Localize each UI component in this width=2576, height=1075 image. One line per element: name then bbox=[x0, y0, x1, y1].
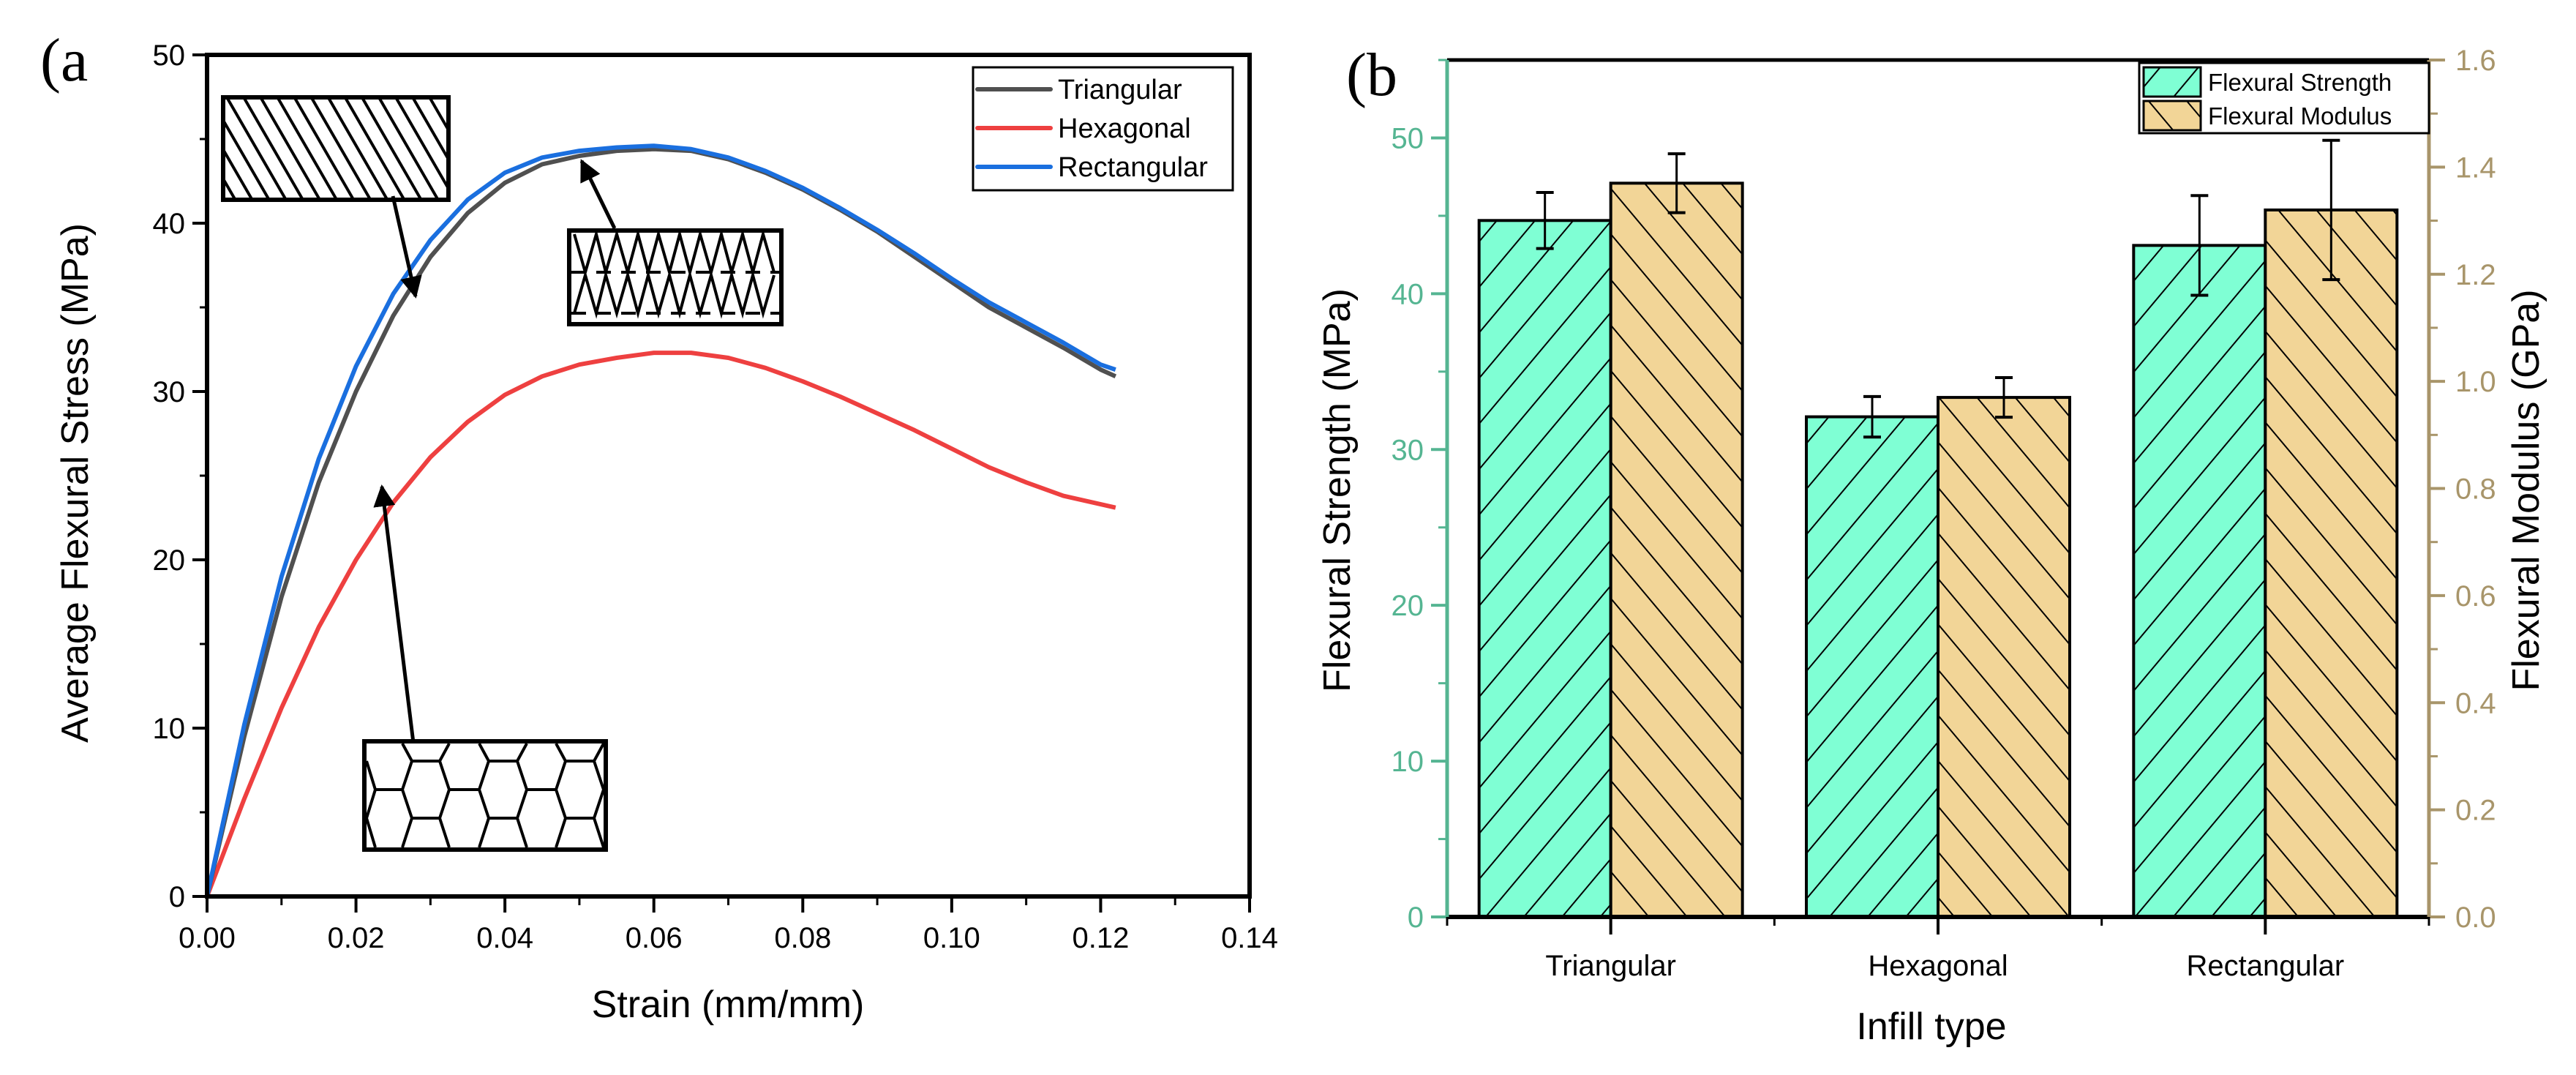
a-curves bbox=[205, 143, 1117, 898]
rectangular-infill-inset bbox=[221, 95, 451, 299]
b-legend-swatch-strength bbox=[2142, 66, 2202, 98]
b-left-axis-title: Flexural Strength (MPa) bbox=[1316, 288, 1359, 692]
panel-a-label: (a bbox=[40, 26, 88, 94]
a-x-tick-label: 0.06 bbox=[626, 922, 683, 954]
a-y-tick-label: 50 bbox=[153, 40, 186, 72]
b-x-tick-label: Triangular bbox=[1545, 950, 1676, 982]
a-y-axis-title: Average Flexural Stress (MPa) bbox=[54, 223, 97, 743]
b-x-axis-title: Infill type bbox=[1856, 1005, 2006, 1048]
b-left-tick-label: 10 bbox=[1392, 746, 1424, 778]
arrow-to-triangular bbox=[579, 159, 617, 230]
b-right-tick-label: 0.6 bbox=[2455, 580, 2496, 613]
a-x-tick-label: 0.04 bbox=[476, 922, 533, 954]
bar-flexural-strength-rectangular bbox=[2132, 244, 2267, 918]
error-bar-flexural-strength-hexagonal bbox=[1863, 394, 1881, 439]
b-right-axis-title: Flexural Modulus (GPa) bbox=[2505, 289, 2547, 691]
error-bar-flexural-strength-rectangular bbox=[2190, 194, 2209, 297]
b-left-tick-label: 30 bbox=[1392, 434, 1424, 466]
b-legend-swatch-modulus bbox=[2142, 100, 2202, 132]
a-x-axis: 0.00 0.02 0.04 0.06 0.08 0.10 0.12 0.14 bbox=[179, 896, 1278, 954]
error-bar-flexural-modulus-triangular bbox=[1667, 152, 1686, 214]
b-right-tick-label: 1.4 bbox=[2455, 151, 2496, 184]
a-y-axis: 0 10 20 30 40 50 bbox=[153, 40, 207, 913]
a-y-tick-label: 10 bbox=[153, 713, 186, 745]
b-left-tick-label: 20 bbox=[1392, 590, 1424, 622]
hexagonal-infill-inset bbox=[362, 484, 608, 852]
a-legend-label-hexagonal: Hexagonal bbox=[1058, 113, 1191, 144]
series-line-hexagonal bbox=[205, 351, 1116, 898]
series-line-rectangular bbox=[205, 143, 1116, 897]
error-bar-flexural-strength-triangular bbox=[1536, 190, 1554, 250]
arrow-to-rectangular bbox=[391, 195, 422, 299]
bar-flexural-modulus-rectangular bbox=[2264, 208, 2399, 918]
a-y-tick-label: 40 bbox=[153, 208, 186, 240]
a-x-tick-label: 0.10 bbox=[923, 922, 980, 954]
error-bar-flexural-modulus-hexagonal bbox=[1995, 376, 2013, 419]
panel-b-label: (b bbox=[1346, 41, 1397, 109]
a-x-tick-label: 0.12 bbox=[1072, 922, 1129, 954]
b-left-tick-label: 40 bbox=[1392, 278, 1424, 310]
a-y-tick-label: 0 bbox=[169, 881, 185, 913]
b-right-tick-label: 0.8 bbox=[2455, 473, 2496, 506]
a-legend-label-rectangular: Rectangular bbox=[1058, 152, 1208, 183]
b-left-tick-label: 0 bbox=[1408, 902, 1424, 934]
bar-flexural-modulus-triangular bbox=[1609, 181, 1744, 919]
b-x-tick-label: Rectangular bbox=[2186, 950, 2344, 982]
bar-flexural-strength-hexagonal bbox=[1805, 415, 1939, 918]
b-legend-label-strength: Flexural Strength bbox=[2208, 69, 2392, 96]
b-left-axis: 0 10 20 30 40 50 bbox=[1392, 59, 1449, 934]
series-line-triangular bbox=[205, 146, 1117, 897]
a-legend-label-triangular: Triangular bbox=[1058, 75, 1182, 105]
a-x-tick-label: 0.00 bbox=[179, 922, 236, 954]
error-bar-flexural-modulus-rectangular bbox=[2322, 138, 2340, 282]
b-bars bbox=[1477, 138, 2399, 919]
a-x-tick-label: 0.14 bbox=[1221, 922, 1278, 954]
b-right-tick-label: 1.0 bbox=[2455, 366, 2496, 398]
triangular-infill-inset bbox=[567, 159, 784, 326]
b-right-tick-label: 0.0 bbox=[2455, 902, 2496, 934]
arrow-to-hexagonal bbox=[373, 484, 416, 743]
bar-flexural-strength-triangular bbox=[1477, 219, 1612, 918]
a-x-tick-label: 0.02 bbox=[328, 922, 385, 954]
b-left-tick-label: 50 bbox=[1392, 122, 1424, 154]
b-right-axis: 0.0 0.2 0.4 0.6 0.8 1.0 1.2 1.4 1.6 bbox=[2427, 45, 2496, 934]
a-x-axis-title: Strain (mm/mm) bbox=[592, 984, 865, 1026]
a-x-tick-label: 0.08 bbox=[774, 922, 831, 954]
b-right-tick-label: 1.6 bbox=[2455, 45, 2496, 77]
b-right-tick-label: 1.2 bbox=[2455, 259, 2496, 291]
b-x-tick-label: Hexagonal bbox=[1868, 950, 2008, 982]
a-y-tick-label: 20 bbox=[153, 544, 186, 577]
b-legend: Flexural Strength Flexural Modulus bbox=[2138, 61, 2430, 135]
a-legend: Triangular Hexagonal Rectangular bbox=[972, 66, 1234, 192]
bar-flexural-modulus-hexagonal bbox=[1937, 396, 2071, 918]
panel-a: (a 0.00 0.02 0.04 0.06 0.08 0.10 0.12 0.14 0 10 2… bbox=[40, 26, 1278, 1026]
b-right-tick-label: 0.2 bbox=[2455, 795, 2496, 827]
b-x-axis: Triangular Hexagonal Rectangular bbox=[1446, 917, 2430, 982]
panel-b: (b 0 10 20 30 40 50 0.0 0.2 0.4 0.6 0.8 1.0 1.2 1.4 1… bbox=[1316, 41, 2547, 1048]
b-legend-label-modulus: Flexural Modulus bbox=[2208, 102, 2392, 130]
a-y-tick-label: 30 bbox=[153, 376, 186, 408]
b-right-tick-label: 0.4 bbox=[2455, 687, 2496, 719]
